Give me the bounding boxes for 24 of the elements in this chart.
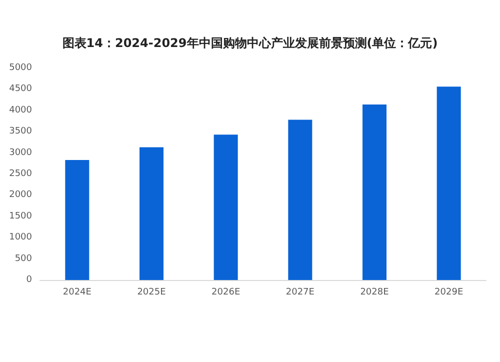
- y-tick-label: 5000: [9, 63, 32, 73]
- y-tick-label: 4000: [9, 105, 32, 116]
- x-tick-label: 2027E: [286, 288, 315, 298]
- bar: [436, 86, 461, 280]
- x-tick-label: 2024E: [62, 288, 92, 298]
- y-tick-label: 1000: [9, 232, 32, 243]
- bar: [140, 147, 164, 280]
- bar: [65, 160, 90, 280]
- y-tick-label: 3500: [9, 126, 32, 137]
- bar: [288, 120, 312, 280]
- y-tick-label: 0: [26, 275, 32, 285]
- x-tick-label: 2026E: [212, 288, 240, 298]
- y-tick-label: 1500: [9, 211, 32, 222]
- y-tick-label: 2500: [9, 169, 32, 179]
- y-tick-label: 500: [14, 254, 32, 264]
- x-tick-label: 2025E: [137, 288, 166, 298]
- y-tick-label: 3000: [9, 148, 32, 158]
- bar: [362, 104, 386, 280]
- bar: [214, 134, 238, 280]
- y-tick-label: 2000: [9, 190, 32, 200]
- x-tick-label: 2028E: [360, 288, 390, 298]
- chart-title: 图表14：2024-2029年中国购物中心产业发展前景预测(单位：亿元): [62, 36, 438, 50]
- y-tick-label: 4500: [9, 84, 32, 94]
- x-tick-label: 2029E: [434, 288, 464, 298]
